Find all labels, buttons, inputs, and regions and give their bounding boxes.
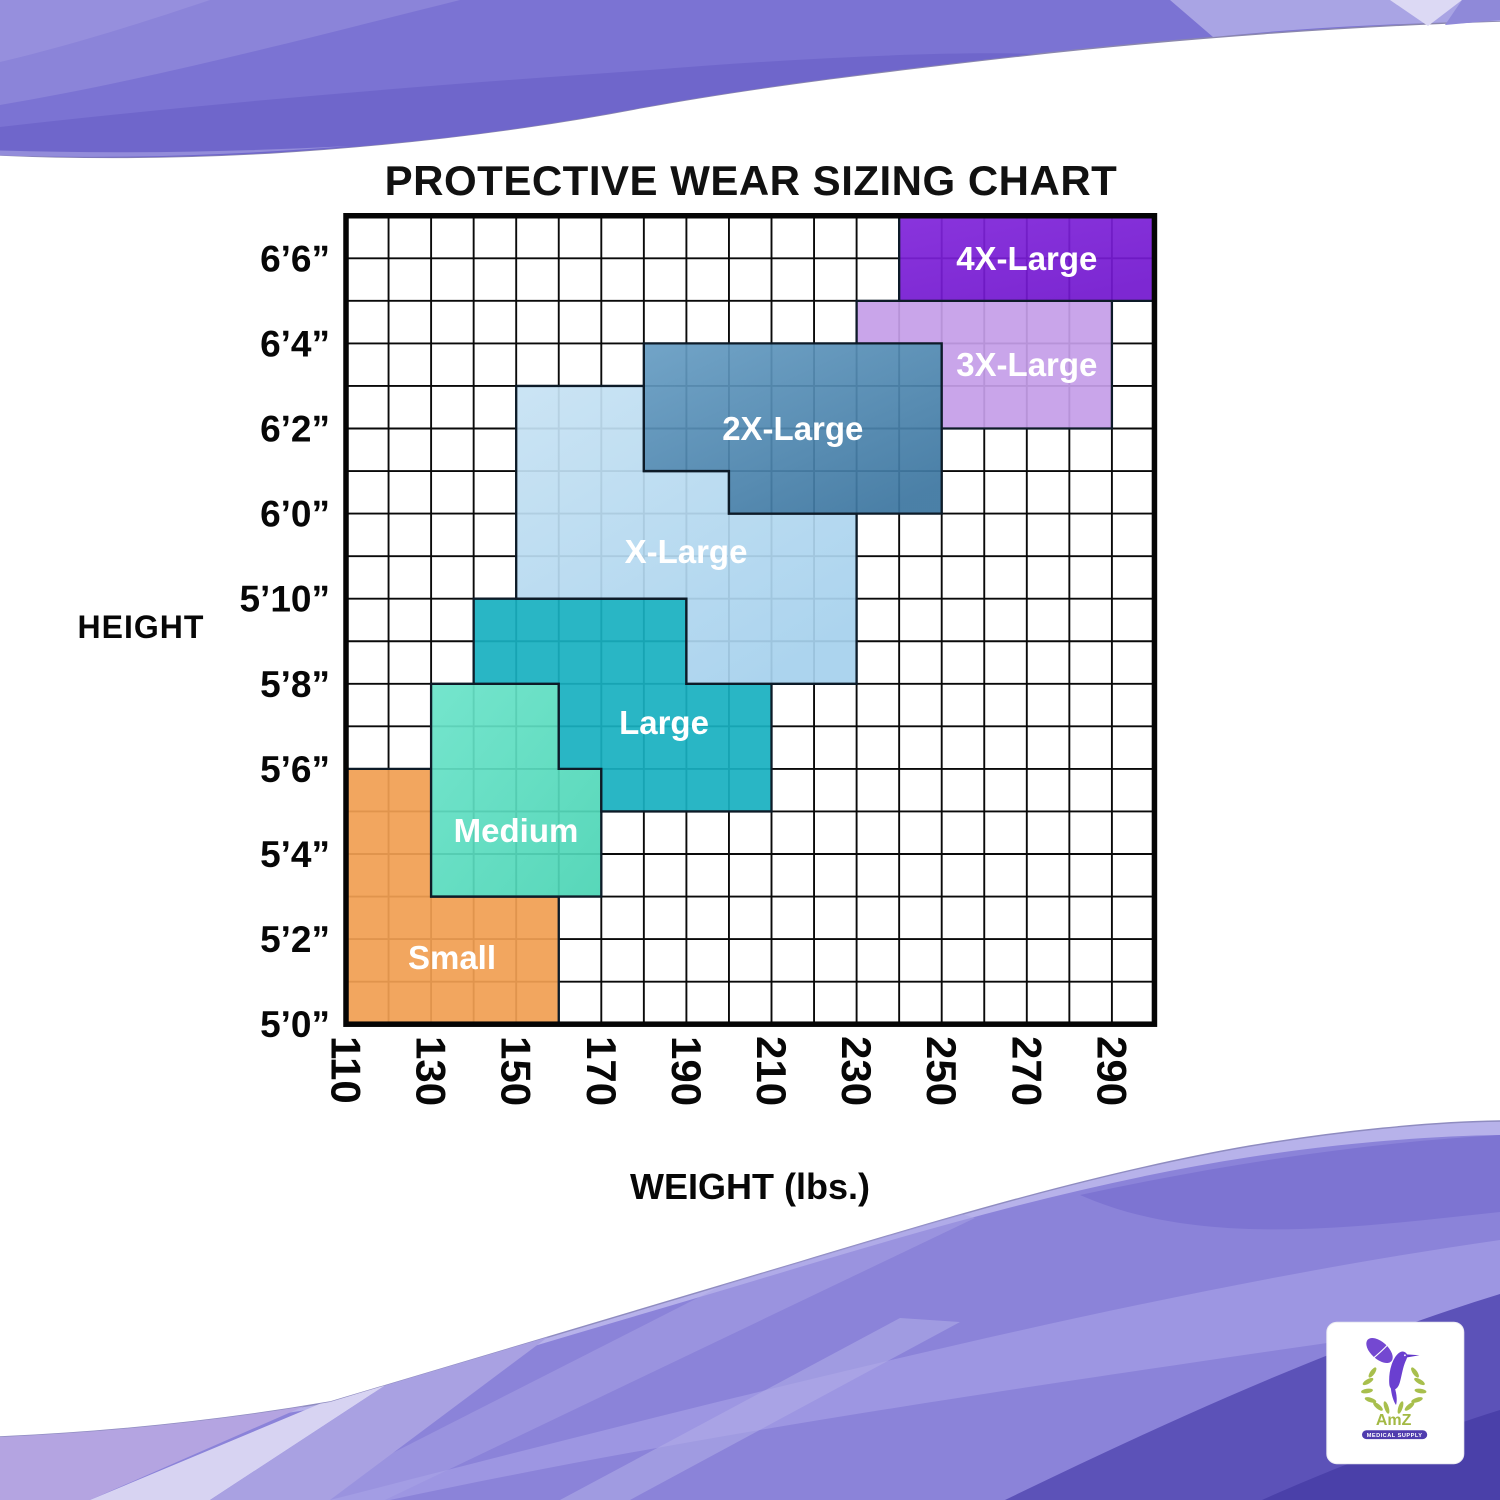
svg-text:190: 190 xyxy=(663,1036,710,1106)
svg-text:6’2”: 6’2” xyxy=(260,409,330,450)
svg-text:230: 230 xyxy=(833,1036,880,1106)
svg-text:5’6”: 5’6” xyxy=(260,749,330,790)
svg-text:MEDICAL SUPPLY: MEDICAL SUPPLY xyxy=(1367,1433,1423,1439)
svg-text:6’6”: 6’6” xyxy=(260,238,330,279)
svg-text:110: 110 xyxy=(323,1036,370,1104)
svg-text:5’4”: 5’4” xyxy=(260,834,330,875)
svg-text:270: 270 xyxy=(1003,1036,1050,1106)
svg-text:Small: Small xyxy=(408,939,496,976)
svg-text:2X-Large: 2X-Large xyxy=(722,410,863,447)
svg-text:210: 210 xyxy=(748,1036,795,1106)
svg-text:5’0”: 5’0” xyxy=(260,1004,330,1045)
svg-text:PROTECTIVE WEAR SIZING CHART: PROTECTIVE WEAR SIZING CHART xyxy=(385,157,1118,204)
svg-text:150: 150 xyxy=(493,1036,540,1106)
svg-text:170: 170 xyxy=(578,1036,625,1106)
svg-text:250: 250 xyxy=(918,1036,965,1106)
svg-text:Large: Large xyxy=(619,704,709,741)
svg-text:5’8”: 5’8” xyxy=(260,664,330,705)
svg-text:WEIGHT (lbs.): WEIGHT (lbs.) xyxy=(630,1166,870,1207)
svg-text:X-Large: X-Large xyxy=(625,533,748,570)
svg-text:Medium: Medium xyxy=(454,812,579,849)
svg-text:3X-Large: 3X-Large xyxy=(956,346,1097,383)
svg-text:4X-Large: 4X-Large xyxy=(956,240,1097,277)
svg-text:5’2”: 5’2” xyxy=(260,919,330,960)
svg-text:6’0”: 6’0” xyxy=(260,494,330,535)
svg-text:5’10”: 5’10” xyxy=(239,579,330,620)
svg-text:6’4”: 6’4” xyxy=(260,323,330,364)
svg-text:AmZ: AmZ xyxy=(1376,1412,1412,1429)
svg-text:290: 290 xyxy=(1088,1036,1135,1106)
svg-text:130: 130 xyxy=(408,1036,455,1106)
svg-text:HEIGHT: HEIGHT xyxy=(78,609,205,645)
